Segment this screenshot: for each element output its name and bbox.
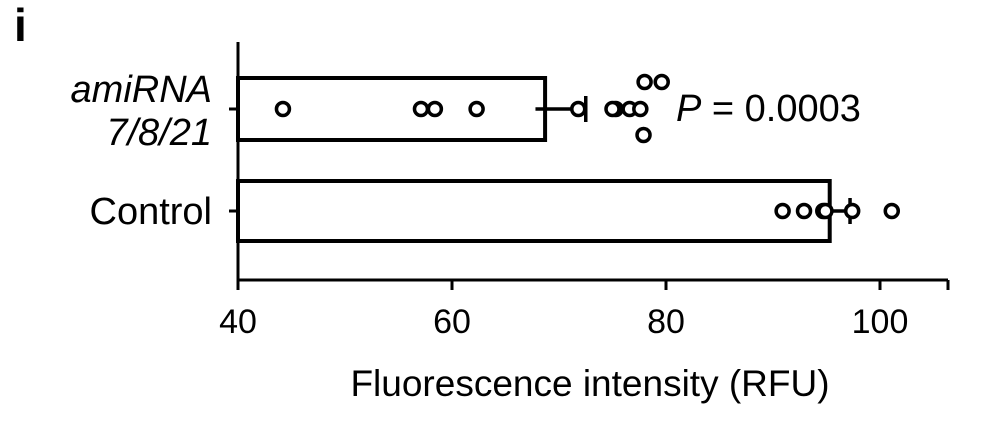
data-point	[795, 202, 813, 220]
x-tick-label: 40	[219, 303, 257, 341]
p-symbol: P	[676, 88, 702, 130]
data-point	[604, 100, 621, 118]
data-point	[570, 100, 587, 118]
data-point	[426, 100, 444, 118]
category-label: 7/8/21	[106, 112, 212, 154]
data-point	[635, 126, 652, 144]
data-point	[412, 100, 430, 118]
panel-label: i	[14, 0, 27, 51]
data-point	[274, 100, 292, 118]
x-axis-title: Fluorescence intensity (RFU)	[350, 363, 829, 404]
p-value-text: = 0.0003	[701, 88, 861, 130]
data-point	[883, 202, 901, 220]
data-point	[632, 100, 649, 118]
data-point	[636, 73, 653, 91]
data-point	[774, 202, 791, 220]
p-value-annotation: P = 0.0003	[676, 88, 861, 130]
category-label: amiRNA	[71, 69, 212, 111]
data-point	[817, 202, 834, 220]
bar	[236, 179, 832, 243]
data-point	[468, 100, 485, 118]
category-label: Control	[90, 191, 213, 233]
data-point	[653, 73, 670, 91]
x-tick-label: 80	[647, 303, 685, 341]
x-tick-label: 60	[433, 303, 471, 341]
data-point	[843, 202, 861, 220]
x-tick-label: 100	[852, 303, 909, 341]
